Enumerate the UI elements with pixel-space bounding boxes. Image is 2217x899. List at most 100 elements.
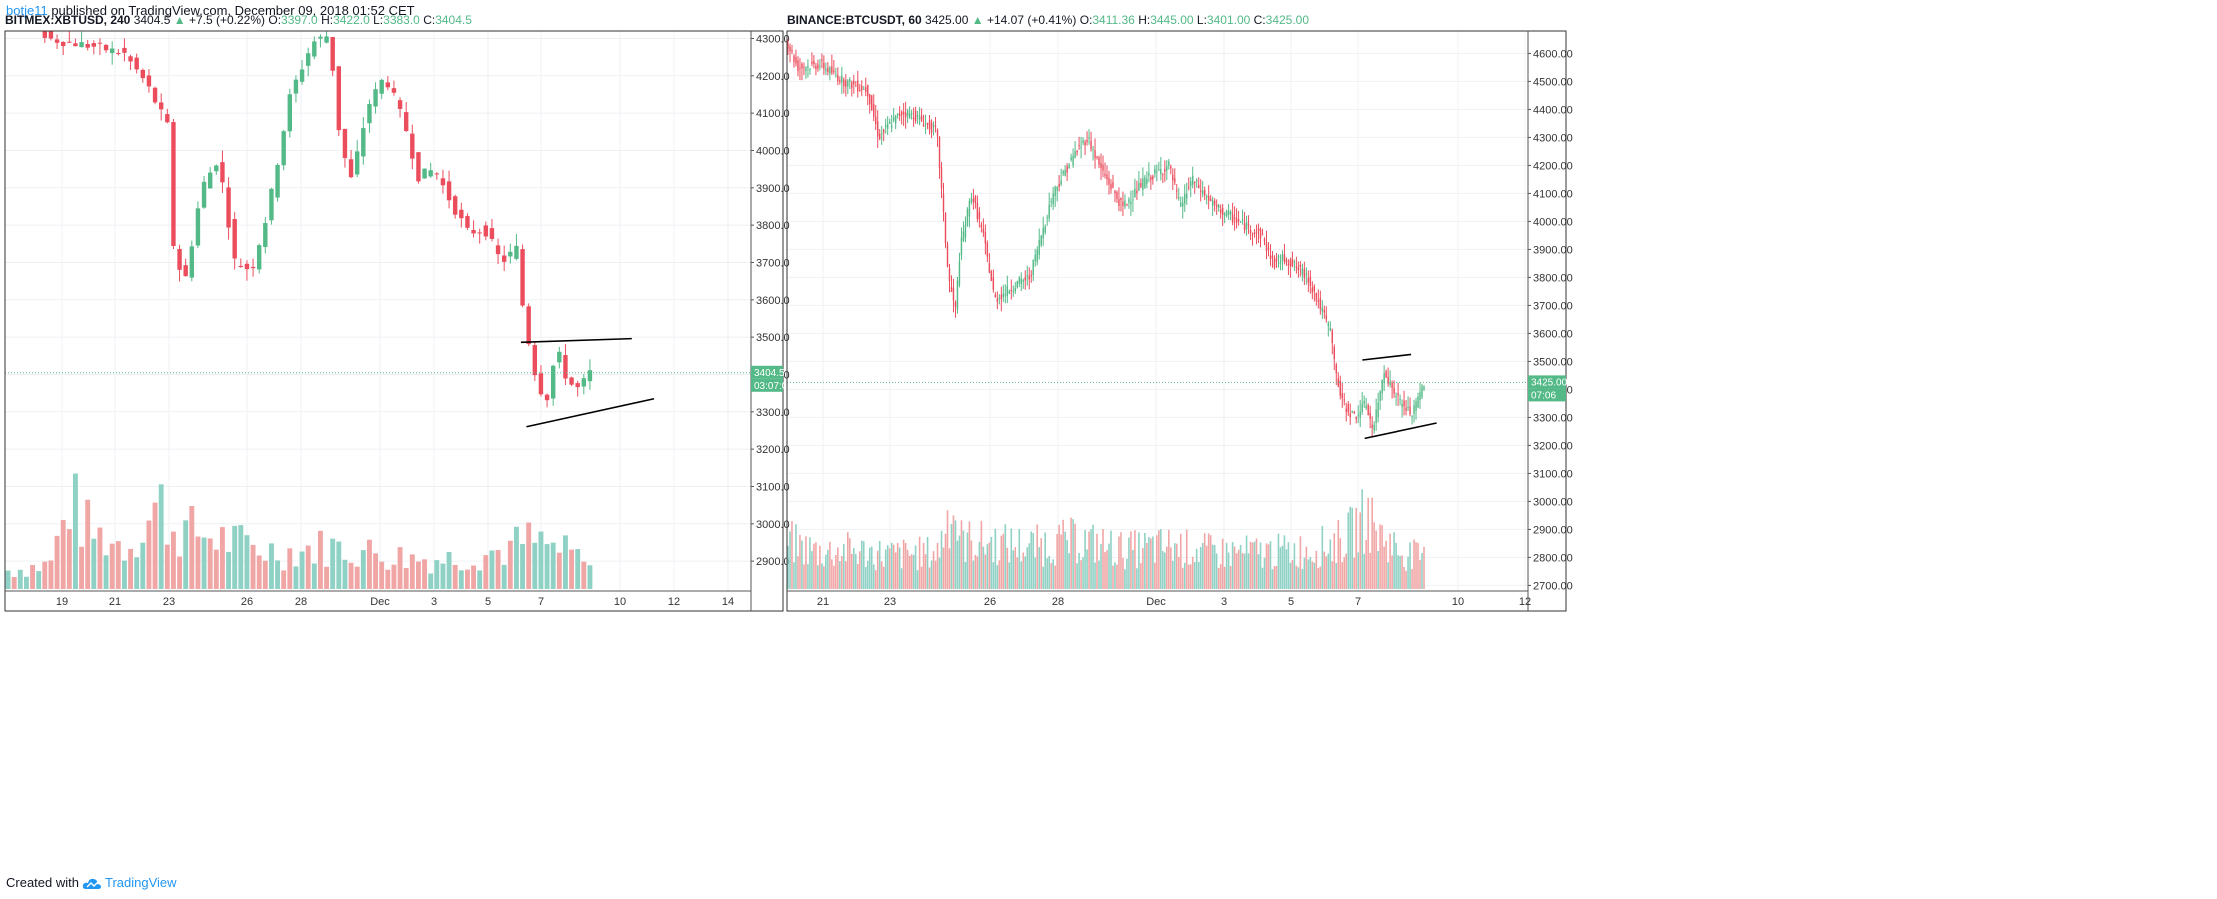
y-tick-label: 3300.00 <box>1533 412 1573 424</box>
volume-bar <box>1257 554 1260 589</box>
volume-bar <box>1413 539 1415 589</box>
volume-bar <box>158 484 164 589</box>
candle-body <box>880 133 883 135</box>
author-link[interactable]: botje11 <box>6 3 48 18</box>
candle-body <box>1317 300 1320 302</box>
change-value: +7.5 (+0.22%) <box>189 13 268 27</box>
candle-body <box>1184 193 1186 204</box>
candle-body <box>165 114 170 123</box>
candle-body <box>1349 413 1351 418</box>
candle-body <box>1329 328 1332 331</box>
volume-bar <box>874 570 877 589</box>
volume-bar <box>952 515 955 589</box>
symbol-header-right[interactable]: BINANCE:BTCUSDT, 60 3425.00 ▲ +14.07 (+0… <box>787 13 1309 27</box>
volume-bar <box>845 561 847 589</box>
volume-bar <box>1002 533 1005 589</box>
candle-body <box>1106 174 1108 180</box>
candle-body <box>962 231 965 241</box>
volume-bar <box>177 556 183 589</box>
volume-bar <box>79 546 85 589</box>
tradingview-brand-link[interactable]: TradingView <box>104 875 177 890</box>
candle-body <box>220 162 225 183</box>
volume-bar <box>801 540 803 589</box>
candle-body <box>171 122 176 246</box>
charts-area[interactable]: BITMEX:XBTUSD, 240 3404.5 ▲ +7.5 (+0.22%… <box>0 0 2217 870</box>
candle-body <box>996 298 999 302</box>
candle-body <box>140 69 146 79</box>
volume-bar <box>30 565 36 589</box>
volume-bar <box>507 540 513 589</box>
volume-bar <box>397 547 403 589</box>
candle-body <box>960 237 963 256</box>
volume-bar <box>305 545 311 589</box>
y-tick-label: 4300.0 <box>756 33 790 45</box>
candle-body <box>256 245 262 270</box>
candle-body <box>1170 166 1172 169</box>
candle-body <box>827 67 829 73</box>
volume-bar <box>839 561 841 589</box>
volume-bar <box>829 541 831 589</box>
candle-body <box>1387 376 1389 384</box>
trendline-upper <box>520 337 632 344</box>
volume-bar <box>1064 531 1066 589</box>
volume-bar <box>1183 562 1186 589</box>
volume-bar <box>1086 549 1088 589</box>
candle-body <box>831 66 833 74</box>
candle-body <box>980 224 983 228</box>
x-tick-label: 7 <box>1355 596 1361 608</box>
volume-bar <box>835 554 837 589</box>
candle-body <box>1044 225 1046 233</box>
volume-bar <box>415 561 421 589</box>
candle-body <box>1243 223 1246 231</box>
volume-bar <box>1229 565 1232 589</box>
x-tick-label: 12 <box>1519 596 1531 608</box>
candle-body <box>974 196 977 204</box>
candle-body <box>1058 183 1060 187</box>
candle-body <box>1026 275 1028 277</box>
y-tick-label: 3100.0 <box>756 481 790 493</box>
candle-body <box>354 151 360 175</box>
candle-body <box>501 255 507 262</box>
candle-body <box>904 112 907 118</box>
volume-bar <box>317 530 323 589</box>
candle-body <box>452 196 458 215</box>
volume-bar <box>825 554 827 589</box>
candle-body <box>1096 156 1098 158</box>
volume-bar <box>910 554 913 589</box>
volume-bar <box>1026 547 1029 589</box>
candle-body <box>1355 417 1357 420</box>
y-tick-label: 4200.00 <box>1533 160 1573 172</box>
candle-body <box>232 219 237 259</box>
candle-body <box>1271 255 1274 259</box>
x-tick-label: 26 <box>984 596 996 608</box>
volume-bar <box>964 562 967 589</box>
candle-body <box>367 104 372 124</box>
volume-bar <box>1044 532 1046 589</box>
candle-body <box>833 70 835 72</box>
candle-body <box>1140 183 1142 187</box>
candle-body <box>1148 172 1150 176</box>
trendline-lower <box>1364 422 1437 440</box>
x-tick-label: 21 <box>817 596 829 608</box>
volume-bar <box>837 547 839 589</box>
candle-body <box>1415 401 1417 411</box>
volume-bar <box>1333 533 1336 589</box>
symbol-header-left[interactable]: BITMEX:XBTUSD, 240 3404.5 ▲ +7.5 (+0.22%… <box>5 13 472 27</box>
candle-body <box>837 75 839 82</box>
volume-bar <box>1331 561 1334 589</box>
candle-body <box>361 128 366 157</box>
candle-body <box>1421 385 1423 398</box>
volume-bar <box>1217 567 1220 589</box>
candle-body <box>379 79 384 94</box>
volume-bar <box>1048 555 1050 589</box>
volume-bar <box>1006 547 1009 589</box>
candle-body <box>244 263 250 270</box>
candle-body <box>859 89 861 91</box>
candle-body <box>876 121 879 137</box>
candle-body <box>1281 254 1284 262</box>
volume-bar <box>1285 549 1288 589</box>
candle-body <box>1275 258 1278 262</box>
candle-body <box>875 116 877 124</box>
volume-bar <box>66 529 72 589</box>
volume-bar <box>1012 550 1015 589</box>
